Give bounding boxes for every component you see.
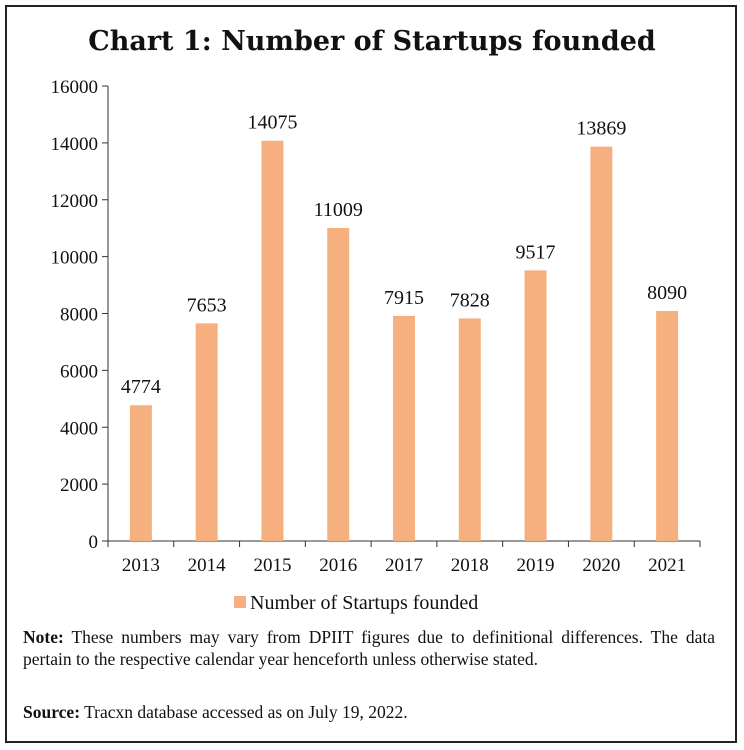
x-tick-label: 2014	[188, 555, 227, 576]
y-tick-label: 14000	[51, 134, 99, 155]
x-tick-label: 2019	[517, 555, 555, 576]
bar-2015	[261, 140, 284, 541]
bar-chart: 0 2000 4000 6000 8000 10000 12000 14000 16000 20…	[51, 77, 701, 614]
data-label-2017: 7915	[384, 287, 424, 309]
x-tick-label: 2013	[122, 555, 160, 576]
x-tick-label: 2020	[582, 555, 620, 576]
source-body: Tracxn database accessed as on July 19, …	[84, 702, 408, 722]
bar-2021	[656, 310, 679, 541]
data-label-2016: 11009	[314, 199, 363, 221]
x-tick-label: 2016	[319, 555, 357, 576]
note-label: Note:	[23, 627, 64, 647]
data-label-2013: 4774	[121, 376, 161, 398]
x-tick-label: 2021	[648, 555, 686, 576]
y-tick-label: 16000	[51, 77, 99, 98]
data-label-2014: 7653	[187, 294, 227, 316]
note-body: These numbers may vary from DPIIT figure…	[23, 627, 715, 669]
bar-2016	[327, 227, 350, 541]
legend-swatch	[234, 596, 246, 608]
y-tick-label: 12000	[51, 191, 99, 212]
bar-2017	[393, 315, 415, 541]
data-label-2021: 8090	[647, 282, 687, 304]
y-tick-label: 2000	[60, 475, 98, 496]
bar-2020	[590, 146, 613, 541]
y-tick-label: 8000	[60, 305, 98, 326]
data-label-2018: 7828	[450, 289, 490, 311]
bar-2014	[195, 323, 218, 541]
chart-frame	[5, 5, 737, 743]
chart-title: Chart 1: Number of Startups founded	[88, 26, 656, 57]
data-label-2015: 14075	[247, 112, 297, 134]
note-text: Note: These numbers may vary from DPIIT …	[23, 626, 715, 670]
legend-label: Number of Startups founded	[250, 592, 478, 614]
x-axis: 2013 2014 2015 2016 2017 2018 2019 2020 2021	[107, 540, 701, 576]
bar-2013	[129, 405, 152, 541]
data-label-2020: 13869	[576, 118, 626, 140]
y-axis: 0 2000 4000 6000 8000 10000 12000 14000 16000	[51, 77, 109, 553]
x-tick-label: 2017	[385, 555, 423, 576]
data-label-2019: 9517	[516, 241, 556, 263]
y-tick-label: 4000	[60, 418, 98, 439]
source-text: Source: Tracxn database accessed as on J…	[23, 702, 715, 723]
bar-2019	[524, 270, 547, 541]
source-label: Source:	[23, 702, 81, 722]
x-tick-label: 2018	[451, 555, 489, 576]
bar-2018	[458, 318, 481, 541]
legend: Number of Startups founded	[234, 592, 478, 614]
y-tick-label: 0	[89, 532, 99, 553]
y-tick-label: 6000	[60, 361, 98, 382]
x-tick-label: 2015	[253, 555, 291, 576]
bars-group: 4774 7653 14075 11009 7915 7828 9517 13869 8090	[121, 112, 687, 541]
y-tick-label: 10000	[51, 248, 99, 269]
